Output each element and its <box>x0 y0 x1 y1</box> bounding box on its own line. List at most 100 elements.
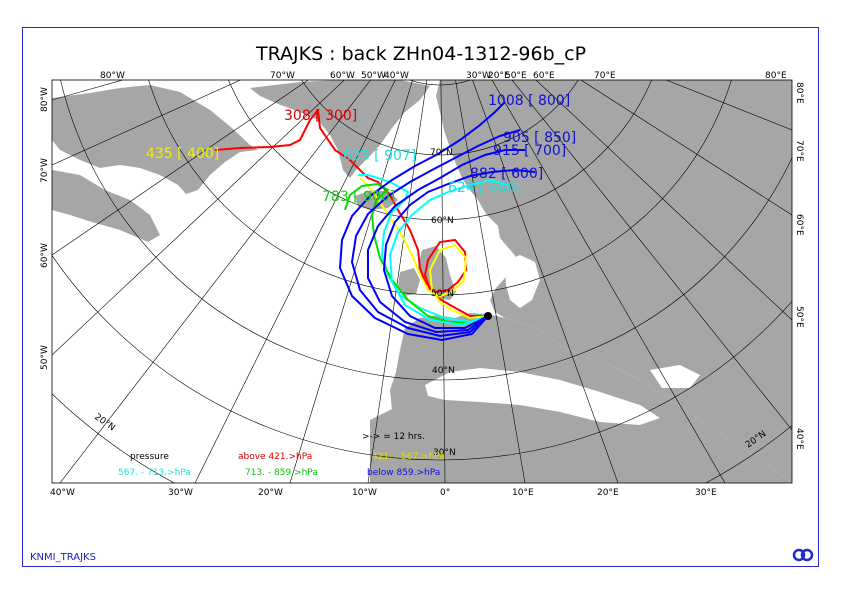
left-label-2: 60°W <box>40 243 50 268</box>
legend-step: >-> = 12 hrs. <box>362 432 425 442</box>
label-blue-850: 905 [ 850] <box>503 130 576 146</box>
meridian-70e <box>665 80 792 131</box>
land-north-africa <box>370 405 720 483</box>
bottom-lon-label-6: 20°E <box>597 488 619 498</box>
lat-circle-40 <box>60 80 792 381</box>
right-label-1: 70°E <box>794 140 804 162</box>
label-red-300: 308 [ 300] <box>284 108 357 124</box>
meridian-10e <box>455 80 526 483</box>
lat-circle-70 <box>301 80 579 156</box>
top-lon-labels: 80°W 70°W 60°W 50°W 40°W 30°W 20°E 50°E … <box>100 71 787 81</box>
land-baffin <box>120 112 220 140</box>
bottom-lon-label-2: 20°W <box>258 488 283 498</box>
land-scandinavia-russia <box>436 80 792 483</box>
trajectory-blue-800 <box>338 101 506 342</box>
trajectory-cyan-500 <box>388 178 511 327</box>
inner-lat-label-40: 40°N <box>432 366 455 376</box>
meridian-40e <box>511 80 792 431</box>
meridian-50w <box>52 80 345 356</box>
meridian-60e <box>580 80 792 216</box>
top-lon-label-1: 70°W <box>270 71 295 81</box>
label-yellow-400: 435 [ 400] <box>146 146 219 162</box>
page-title: TRAJKS : back ZHn04-1312-96b_cP <box>255 43 587 65</box>
label-cyan-500: 624 [ 500] <box>448 180 521 196</box>
trajectory-cyan-907 <box>358 174 489 324</box>
left-label-3: 50°W <box>40 345 50 370</box>
label-blue-800: 1008 [ 800] <box>488 93 570 109</box>
knmi-logo-icon <box>792 548 814 562</box>
inner-lat-label-70: 70°N <box>430 148 453 158</box>
legend-below: below 859.>hPa <box>367 468 440 478</box>
legend: >-> = 12 hrs. pressure above 421.>hPa 42… <box>118 432 445 478</box>
left-lat-labels: 80°W 70°W 60°W 50°W <box>40 87 50 370</box>
right-label-2: 60°E <box>794 214 804 236</box>
legend-pressure: pressure <box>130 452 169 462</box>
lat-circle-30 <box>52 254 792 461</box>
top-lon-label-2: 60°W <box>330 71 355 81</box>
left-label-1: 70°W <box>40 158 50 183</box>
legend-mid3: 713. - 859.>hPa <box>245 468 318 478</box>
meridian-20w <box>289 80 413 483</box>
meridian-70w <box>52 80 242 166</box>
bottom-lon-labels: 40°W 30°W 20°W 10°W 0° 10°E 20°E 30°E <box>50 488 717 498</box>
legend-mid1: 421. - 567.>hPa <box>372 452 445 462</box>
legend-mid2: 567. - 713.>hPa <box>118 468 191 478</box>
lat-circle-60 <box>228 80 652 221</box>
sea-black <box>650 365 700 388</box>
left-label-0: 80°W <box>40 87 50 112</box>
trajectory-blue-600 <box>382 168 536 329</box>
trajectory-red-300-b <box>214 109 319 151</box>
map-border <box>51 79 793 484</box>
land-canada-arctic <box>52 85 258 194</box>
footer-label: KNMI_TRAJKS <box>30 552 96 563</box>
trajectory-red-300 <box>317 109 488 317</box>
right-lat-labels: 80°E 70°E 60°E 50°E 40°E <box>794 82 804 450</box>
bottom-lon-label-3: 10°W <box>352 488 377 498</box>
right-label-4: 40°E <box>794 428 804 450</box>
top-lon-label-9: 70°E <box>594 71 616 81</box>
land-masses <box>52 80 792 483</box>
right-label-0: 80°E <box>794 82 804 104</box>
land-ireland <box>398 268 420 296</box>
trajectory-labels: 308 [ 300] 435 [ 400] 623 [ 907] 783 [ 9… <box>146 93 576 205</box>
sea-mediterranean <box>425 368 660 425</box>
top-lon-label-6: 20°E <box>488 71 510 81</box>
meridian-30w <box>194 80 396 483</box>
top-lon-label-0: 80°W <box>100 71 125 81</box>
meridian-30e <box>491 80 726 483</box>
plot-frame <box>22 27 819 567</box>
lat-circle-80 <box>408 80 472 86</box>
inner-lat-label-30: 30°N <box>433 448 456 458</box>
top-lon-label-4: 40°W <box>384 71 409 81</box>
trajectories <box>214 101 536 342</box>
trajectory-blue-850 <box>350 129 521 338</box>
meridian-10w <box>367 80 428 483</box>
meridian-40w <box>59 80 372 483</box>
meridian-80w <box>52 80 124 101</box>
arrival-point <box>484 312 492 320</box>
label-cyan-907: 623 [ 907] <box>343 148 416 164</box>
land-greenland <box>250 80 430 178</box>
trajectory-blue-700 <box>367 149 525 334</box>
trajectory-yellow-400 <box>359 177 489 320</box>
bottom-lon-label-5: 10°E <box>512 488 534 498</box>
meridian-50e <box>535 80 792 321</box>
inner-lat-label-50: 50°N <box>431 289 454 299</box>
meridian-20e <box>472 80 619 483</box>
bottom-lon-label-1: 30°W <box>168 488 193 498</box>
inner-lat-label-60: 60°N <box>431 216 454 226</box>
top-lon-label-5: 30°W <box>466 71 491 81</box>
land-labrador <box>52 170 160 242</box>
top-lon-label-3: 50°W <box>361 71 386 81</box>
bottom-lon-label-4: 0° <box>440 488 450 498</box>
meridian-0 <box>440 80 446 483</box>
legend-above: above 421.>hPa <box>238 452 312 462</box>
meridian-60w <box>52 80 309 256</box>
bottom-lon-label-0: 40°W <box>50 488 75 498</box>
top-lon-label-8: 60°E <box>533 71 555 81</box>
bottom-lon-label-7: 30°E <box>695 488 717 498</box>
top-lon-label-10: 80°E <box>765 71 787 81</box>
right-label-3: 50°E <box>794 306 804 328</box>
top-lon-label-7: 50°E <box>505 71 527 81</box>
